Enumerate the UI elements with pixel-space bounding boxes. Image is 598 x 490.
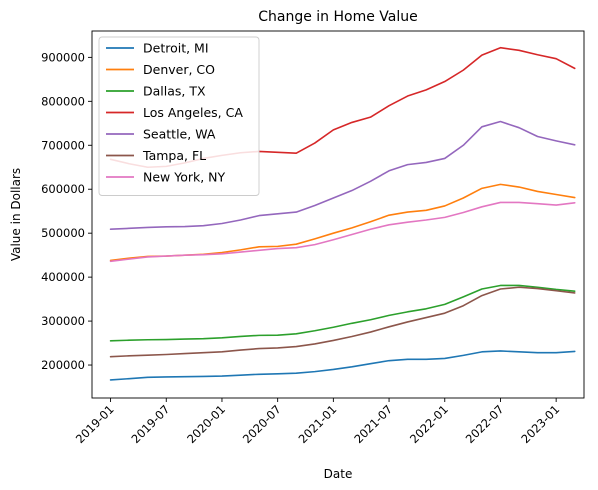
series-line-0 <box>109 350 576 381</box>
legend-label-4: Seattle, WA <box>143 127 216 142</box>
x-tick-label-4: 2021-01 <box>296 402 340 446</box>
legend: Detroit, MI Denver, CO Dallas, TX Los Angel… <box>98 36 260 196</box>
series-line-2 <box>109 284 576 342</box>
y-tick-label-6: 800000 <box>41 94 85 108</box>
chart-title: Change in Home Value <box>258 9 418 25</box>
x-tick-label-0: 2019-01 <box>73 402 117 446</box>
axes <box>91 30 585 399</box>
legend-label-1: Denver, CO <box>143 62 215 77</box>
legend-box <box>98 36 260 196</box>
series-line-4 <box>109 120 576 231</box>
legend-label-2: Dallas, TX <box>143 84 206 99</box>
series-line-6 <box>109 201 576 263</box>
y-tick-label-0: 200000 <box>41 358 85 372</box>
x-axis-ticks: 2019-01 2019-07 2020-01 2020-07 2021-01 2021-… <box>73 398 562 446</box>
series-line-5 <box>109 286 576 358</box>
x-tick-label-3: 2020-07 <box>240 402 284 446</box>
legend-label-5: Tampa, FL <box>142 148 206 163</box>
x-tick-label-6: 2022-01 <box>407 402 451 446</box>
x-tick-label-1: 2019-07 <box>129 402 173 446</box>
x-tick-label-2: 2020-01 <box>184 402 228 446</box>
legend-label-6: New York, NY <box>143 170 226 185</box>
x-axis-title: Date <box>324 467 353 481</box>
y-tick-label-3: 500000 <box>41 226 85 240</box>
y-tick-label-7: 900000 <box>41 50 85 64</box>
legend-label-3: Los Angeles, CA <box>143 105 243 120</box>
x-tick-label-5: 2021-07 <box>351 402 395 446</box>
y-tick-label-5: 700000 <box>41 138 85 152</box>
y-tick-label-4: 600000 <box>41 182 85 196</box>
x-tick-label-7: 2022-07 <box>463 402 507 446</box>
y-tick-label-1: 300000 <box>41 314 85 328</box>
y-axis-title: Value in Dollars <box>9 168 23 261</box>
x-tick-label-8: 2023-01 <box>518 402 562 446</box>
y-tick-label-2: 400000 <box>41 270 85 284</box>
axes-frame <box>91 30 585 399</box>
y-axis-ticks: 200000 300000 400000 500000 600000 700000 8000… <box>41 50 92 372</box>
legend-label-0: Detroit, MI <box>143 41 209 56</box>
